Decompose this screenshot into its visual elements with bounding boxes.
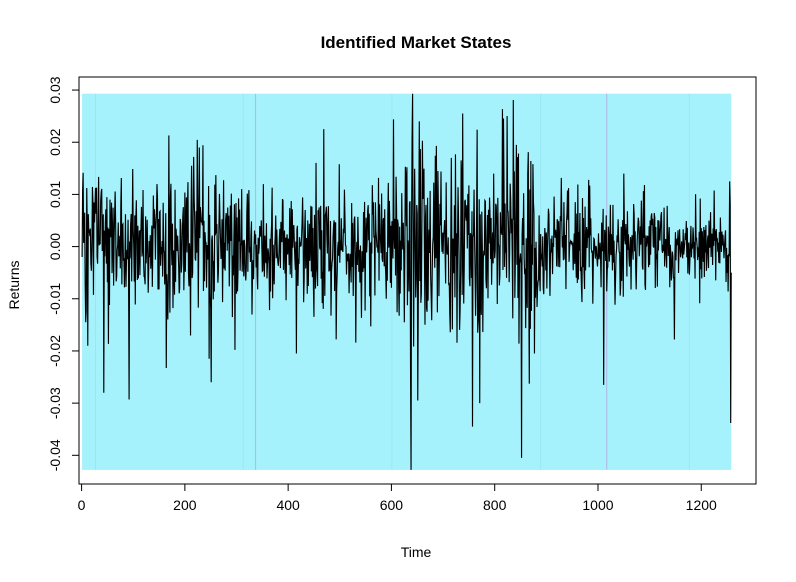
y-tick-label: 0.00 [47,233,63,260]
x-tick-label: 400 [276,497,300,513]
y-tick-label: 0.02 [47,128,63,155]
x-tick-label: 600 [380,497,404,513]
y-tick-label: -0.02 [47,335,63,367]
x-tick-label: 0 [78,497,86,513]
return-series [81,93,732,470]
x-tick-label: 200 [173,497,197,513]
x-tick-label: 1000 [582,497,613,513]
chart-title: Identified Market States [321,33,512,52]
y-axis-label: Returns [6,260,22,309]
returns-line [81,93,732,470]
y-tick-label: -0.01 [47,283,63,315]
y-tick-label: 0.03 [47,76,63,103]
y-axis: -0.04 -0.03 -0.02 -0.01 0.00 0.01 0.02 0.03 [47,76,80,471]
y-tick-label: -0.04 [47,439,63,471]
y-tick-label: -0.03 [47,387,63,419]
y-tick-label: 0.01 [47,181,63,208]
x-axis-label: Time [401,544,432,560]
x-axis: 0 200 400 600 800 1000 1200 [78,483,717,513]
x-tick-label: 800 [483,497,507,513]
x-tick-label: 1200 [686,497,717,513]
